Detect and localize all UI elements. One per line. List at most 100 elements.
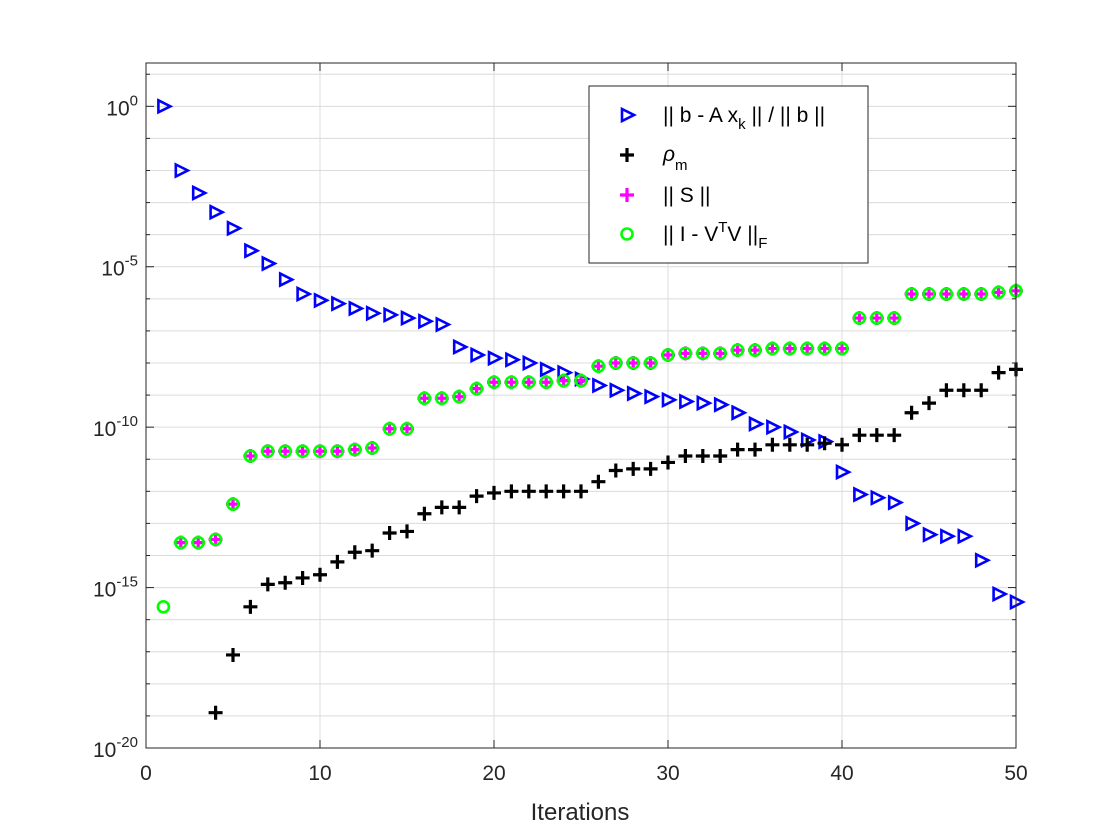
orthogonality-point bbox=[678, 346, 693, 361]
legend-entry-s-norm: || S || bbox=[663, 184, 711, 207]
orthogonality-point bbox=[521, 375, 536, 390]
orthogonality-point bbox=[730, 343, 745, 357]
rho_m-point bbox=[521, 484, 536, 499]
residual-point bbox=[626, 385, 644, 402]
orthogonality-point bbox=[452, 389, 467, 404]
rho_m-point bbox=[765, 437, 780, 452]
residual-point bbox=[853, 486, 870, 503]
legend-marker bbox=[620, 188, 634, 202]
residual-point bbox=[679, 393, 696, 410]
residual-point bbox=[157, 98, 174, 115]
orthogonality-point bbox=[556, 373, 571, 388]
orthogonality-point bbox=[330, 444, 345, 459]
plot-area bbox=[146, 63, 1016, 748]
rho_m-point bbox=[626, 461, 641, 476]
residual-point bbox=[435, 316, 452, 333]
legend-marker bbox=[620, 106, 637, 124]
residual-point bbox=[905, 515, 922, 532]
orthogonality-point bbox=[869, 311, 884, 325]
orthogonality-point bbox=[904, 287, 919, 301]
residual-point bbox=[783, 423, 800, 441]
rho_m-point bbox=[800, 437, 815, 452]
orthogonality-point bbox=[191, 535, 205, 550]
orthogonality-point bbox=[887, 311, 902, 325]
legend-marker bbox=[620, 227, 634, 241]
rho_m-point bbox=[939, 383, 954, 398]
orthogonality-point bbox=[939, 287, 954, 301]
residual-point bbox=[209, 204, 226, 221]
x-tick-label: 20 bbox=[482, 762, 505, 785]
orthogonality-point bbox=[591, 359, 606, 373]
orthogonality-point bbox=[487, 375, 501, 390]
rho_m-point bbox=[574, 484, 588, 499]
residual-point bbox=[452, 338, 470, 356]
orthogonality-point bbox=[469, 381, 484, 396]
orthogonality-point bbox=[765, 341, 780, 356]
rho_m-point bbox=[400, 524, 414, 539]
residual-point bbox=[974, 552, 992, 569]
orthogonality-point bbox=[626, 356, 641, 370]
residual-point bbox=[226, 220, 243, 237]
residual-point bbox=[748, 415, 765, 433]
legend-entry-orthogonality: || I - VTV ||F bbox=[663, 219, 767, 252]
data-markers bbox=[156, 98, 1026, 720]
rho_m-point bbox=[487, 485, 501, 500]
residual-point bbox=[278, 271, 296, 288]
orthogonality-point bbox=[278, 444, 293, 459]
residual-point bbox=[470, 346, 487, 364]
orthogonality-point bbox=[260, 444, 275, 459]
y-tick-label: 10-5 bbox=[101, 253, 138, 281]
residual-point bbox=[400, 309, 417, 327]
residual-point bbox=[835, 463, 852, 481]
rho_m-point bbox=[556, 484, 571, 499]
rho_m-point bbox=[713, 449, 728, 464]
orthogonality-point bbox=[208, 532, 223, 547]
orthogonality-point bbox=[695, 346, 710, 361]
residual-point bbox=[957, 528, 974, 545]
residual-point bbox=[383, 306, 400, 323]
rho_m-point bbox=[365, 543, 380, 558]
axis-ticks bbox=[145, 63, 1017, 749]
residual-point bbox=[922, 526, 939, 543]
orthogonality-point bbox=[643, 356, 658, 370]
rho_m-point bbox=[643, 461, 658, 476]
rho_m-point bbox=[869, 428, 884, 443]
rho_m-point bbox=[278, 575, 293, 590]
residual-point bbox=[365, 305, 383, 322]
x-tick-label: 40 bbox=[830, 762, 853, 785]
orthogonality-point bbox=[539, 375, 554, 390]
y-tick-label: 10-15 bbox=[93, 574, 138, 602]
residual-point bbox=[609, 382, 626, 399]
rho_m-point bbox=[835, 437, 849, 452]
series-residual bbox=[157, 98, 1026, 611]
rho_m-point bbox=[608, 463, 623, 478]
residual-point bbox=[696, 394, 713, 412]
orthogonality-point bbox=[417, 391, 432, 406]
orthogonality-point bbox=[174, 535, 188, 550]
series-rho_m bbox=[208, 362, 1023, 720]
plot-frame bbox=[145, 62, 1017, 749]
rho_m-point bbox=[539, 484, 554, 499]
rho_m-point bbox=[417, 506, 432, 521]
residual-point bbox=[887, 494, 905, 511]
legend: || b - A xk || / || b || ρm || S || || I… bbox=[588, 85, 869, 264]
orthogonality-point bbox=[574, 373, 588, 388]
residual-point bbox=[296, 285, 313, 303]
legend-markers bbox=[620, 106, 637, 241]
rho_m-point bbox=[382, 526, 397, 541]
orthogonality-point bbox=[347, 442, 362, 457]
rho_m-point bbox=[748, 442, 762, 457]
y-tick-label: 100 bbox=[106, 92, 138, 120]
rho_m-point bbox=[434, 500, 449, 515]
rho_m-point bbox=[782, 437, 797, 452]
rho_m-point bbox=[991, 365, 1006, 380]
residual-point bbox=[539, 361, 557, 378]
rho_m-point bbox=[661, 455, 675, 470]
rho_m-point bbox=[469, 489, 484, 504]
x-tick-label: 50 bbox=[1004, 762, 1027, 785]
residual-point bbox=[244, 242, 261, 259]
residual-point bbox=[418, 313, 435, 330]
legend-marker bbox=[620, 148, 634, 162]
rho_m-point bbox=[956, 383, 971, 398]
